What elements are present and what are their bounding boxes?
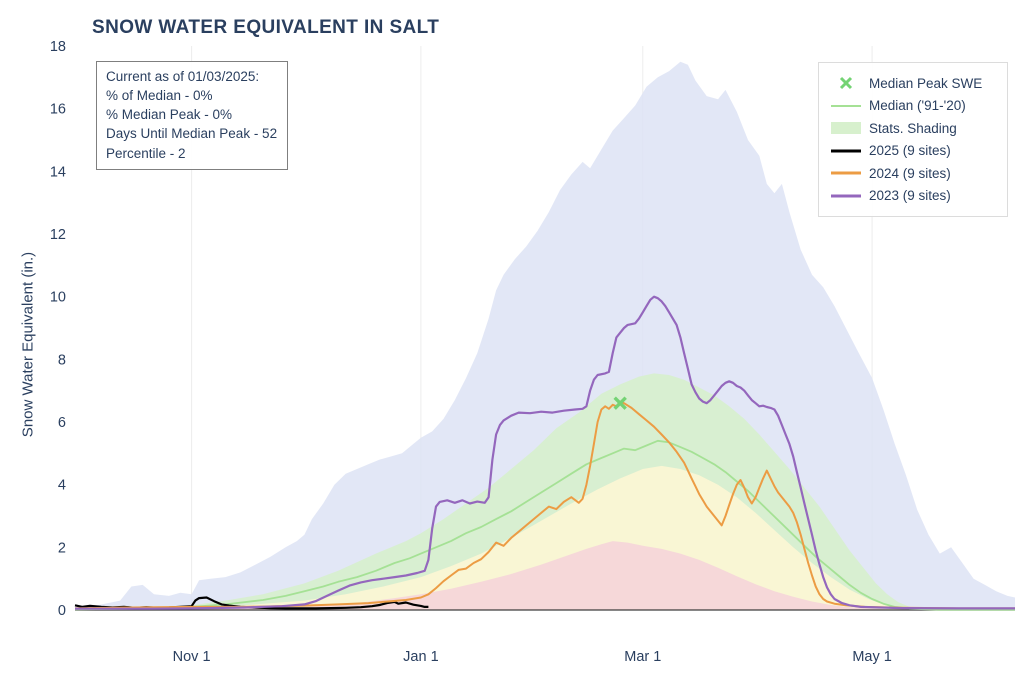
legend: Median Peak SWE Median ('91-'20) Stats. Sh… — [818, 62, 1008, 217]
line-swatch — [829, 188, 863, 204]
x-marker-swatch — [829, 75, 863, 91]
legend-item-2024-9-sites[interactable]: 2024 (9 sites) — [829, 162, 999, 185]
legend-label: 2024 (9 sites) — [869, 165, 951, 181]
band-yellow-stats — [75, 465, 1015, 610]
legend-label: Median ('91-'20) — [869, 98, 966, 114]
y-tick-label: 18 — [50, 39, 66, 55]
legend-label: Median Peak SWE — [869, 75, 983, 91]
y-tick-label: 14 — [50, 164, 66, 180]
current-stats-box: Current as of 01/03/2025: % of Median - 0… — [96, 61, 289, 170]
legend-item-median-91-20[interactable]: Median ('91-'20) — [829, 95, 999, 118]
y-tick-label: 16 — [50, 102, 66, 118]
line-swatch — [829, 98, 863, 114]
line-swatch — [829, 165, 863, 181]
legend-label: 2025 (9 sites) — [869, 143, 951, 159]
legend-label: Stats. Shading — [869, 120, 957, 136]
series-2024-9-sites — [74, 400, 1015, 610]
legend-item-2023-9-sites[interactable]: 2023 (9 sites) — [829, 185, 999, 208]
band-pink-stats — [75, 541, 1015, 610]
y-tick-label: 4 — [58, 478, 66, 494]
x-tick-label: Jan 1 — [403, 649, 438, 665]
annotation-line: Percentile - 2 — [106, 145, 186, 161]
y-tick-label: 8 — [58, 352, 66, 368]
legend-item-stats-shading[interactable]: Stats. Shading — [829, 117, 999, 140]
annotation-line: Days Until Median Peak - 52 — [106, 126, 278, 142]
median-peak-swe-marker — [613, 396, 627, 410]
x-tick-label: Nov 1 — [173, 649, 211, 665]
legend-label: 2023 (9 sites) — [869, 188, 951, 204]
series-2023-9-sites — [75, 295, 1015, 610]
annotation-line: % of Median - 0% — [106, 88, 213, 104]
band-swatch — [829, 120, 863, 136]
annotation-line: Current as of 01/03/2025: — [106, 69, 260, 84]
y-tick-label: 12 — [50, 227, 66, 243]
series-median-91-20 — [74, 439, 1015, 611]
y-tick-label: 6 — [58, 415, 66, 431]
y-axis-title: Snow Water Equivalent (in.) — [19, 251, 37, 438]
y-tick-label: 0 — [58, 603, 66, 619]
legend-item-2025-9-sites[interactable]: 2025 (9 sites) — [829, 140, 999, 163]
annotation-line: % Median Peak - 0% — [106, 107, 233, 123]
x-tick-label: Mar 1 — [624, 649, 661, 665]
line-swatch — [829, 143, 863, 159]
y-tick-label: 2 — [58, 540, 66, 556]
chart-title: SNOW WATER EQUIVALENT IN SALT — [92, 17, 440, 38]
y-tick-label: 10 — [50, 290, 66, 306]
legend-item-median-peak-swe[interactable]: Median Peak SWE — [829, 72, 999, 95]
x-tick-label: May 1 — [852, 649, 892, 665]
